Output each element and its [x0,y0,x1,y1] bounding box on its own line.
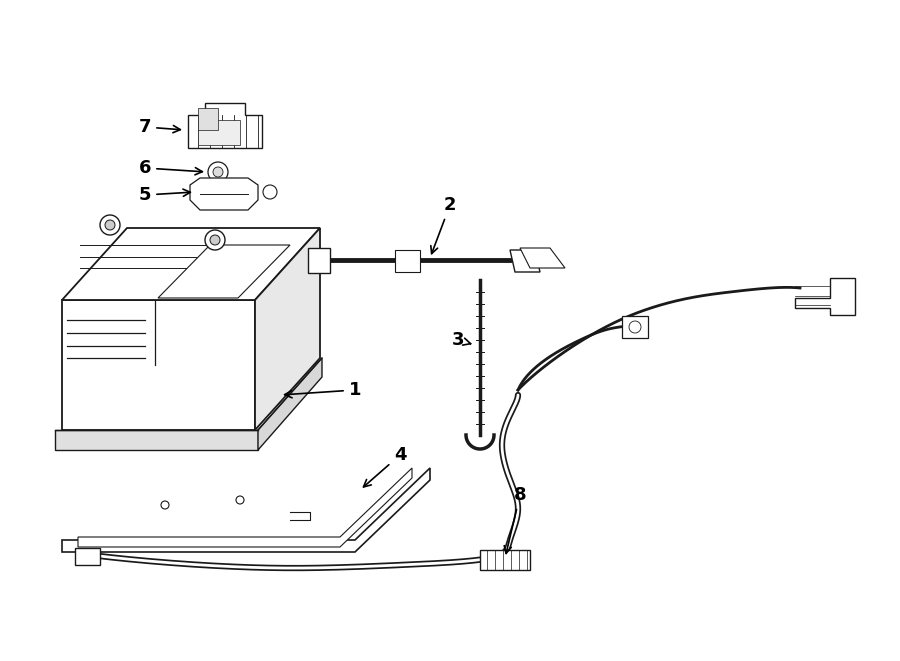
Polygon shape [158,245,290,298]
Polygon shape [75,548,100,565]
Polygon shape [62,300,255,430]
Circle shape [100,215,120,235]
Polygon shape [62,228,320,300]
Polygon shape [795,278,855,315]
Text: 5: 5 [139,186,191,204]
Polygon shape [622,316,648,338]
Circle shape [105,220,115,230]
Polygon shape [480,550,530,570]
Circle shape [236,496,244,504]
Polygon shape [198,108,218,130]
Text: 6: 6 [139,159,202,177]
Polygon shape [395,250,420,272]
Circle shape [629,321,641,333]
Polygon shape [520,248,565,268]
Polygon shape [198,120,240,145]
Polygon shape [255,228,320,430]
Polygon shape [188,103,262,148]
Circle shape [208,162,228,182]
Circle shape [213,167,223,177]
Polygon shape [62,468,430,552]
Text: 3: 3 [452,331,471,349]
Circle shape [263,185,277,199]
Polygon shape [308,248,330,273]
Circle shape [205,230,225,250]
Polygon shape [190,178,258,210]
Text: 1: 1 [284,381,361,399]
Polygon shape [258,358,322,450]
Text: 4: 4 [364,446,406,487]
Circle shape [161,501,169,509]
Circle shape [210,235,220,245]
Polygon shape [78,468,412,547]
Text: 8: 8 [504,486,526,553]
Polygon shape [510,250,540,272]
Text: 2: 2 [431,196,456,254]
Polygon shape [55,430,258,450]
Text: 7: 7 [139,118,180,136]
